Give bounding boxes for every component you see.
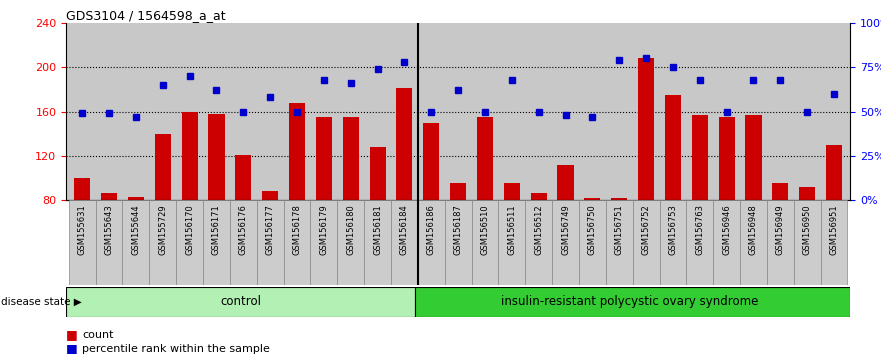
Bar [343, 117, 359, 200]
Bar [423, 122, 440, 200]
Bar [633, 200, 660, 285]
Text: GSM156170: GSM156170 [185, 204, 194, 255]
Text: GSM156177: GSM156177 [266, 204, 275, 255]
Bar [826, 145, 842, 200]
Bar [284, 200, 310, 285]
Bar [525, 200, 552, 285]
Text: GSM156171: GSM156171 [212, 204, 221, 255]
Bar [799, 187, 815, 200]
Text: GSM156753: GSM156753 [669, 204, 677, 255]
Bar [230, 200, 256, 285]
Text: control: control [220, 295, 261, 308]
Text: ■: ■ [66, 342, 78, 354]
Bar [176, 200, 203, 285]
Text: GSM155631: GSM155631 [78, 204, 86, 255]
Bar [660, 200, 686, 285]
Bar [391, 200, 418, 285]
Bar [445, 200, 471, 285]
Text: GSM156749: GSM156749 [561, 204, 570, 255]
Text: GSM156181: GSM156181 [373, 204, 382, 255]
Text: GSM156510: GSM156510 [480, 204, 490, 255]
Bar [96, 200, 122, 285]
Text: percentile rank within the sample: percentile rank within the sample [82, 344, 270, 354]
Text: GSM156186: GSM156186 [426, 204, 436, 255]
Text: GSM156178: GSM156178 [292, 204, 301, 255]
Text: GSM156751: GSM156751 [615, 204, 624, 255]
Text: GSM156950: GSM156950 [803, 204, 811, 255]
Bar [504, 183, 520, 200]
Text: GSM156946: GSM156946 [722, 204, 731, 255]
Bar [740, 200, 767, 285]
Bar [606, 200, 633, 285]
Bar [149, 200, 176, 285]
Bar [69, 200, 96, 285]
Text: GSM156951: GSM156951 [830, 204, 839, 255]
Bar [289, 103, 305, 200]
Text: GDS3104 / 1564598_a_at: GDS3104 / 1564598_a_at [66, 9, 226, 22]
Bar [209, 114, 225, 200]
Bar [337, 200, 364, 285]
Text: GSM155729: GSM155729 [159, 204, 167, 255]
Bar [203, 200, 230, 285]
Bar [418, 200, 445, 285]
Bar [558, 165, 574, 200]
Text: GSM155644: GSM155644 [131, 204, 140, 255]
Bar [692, 115, 707, 200]
Text: GSM156511: GSM156511 [507, 204, 516, 255]
Bar [767, 200, 794, 285]
Bar [499, 200, 525, 285]
Bar [128, 197, 144, 200]
Bar [364, 200, 391, 285]
Text: ■: ■ [66, 328, 78, 341]
Text: GSM156184: GSM156184 [400, 204, 409, 255]
Bar [74, 178, 90, 200]
Bar [315, 117, 332, 200]
Text: insulin-resistant polycystic ovary syndrome: insulin-resistant polycystic ovary syndr… [501, 295, 759, 308]
Bar [611, 198, 627, 200]
Bar [101, 193, 117, 200]
Bar [369, 147, 386, 200]
Bar [714, 200, 740, 285]
Text: GSM155643: GSM155643 [105, 204, 114, 255]
Bar [450, 183, 466, 200]
Bar [155, 133, 171, 200]
Bar [235, 155, 251, 200]
Bar [638, 58, 654, 200]
Text: GSM156752: GSM156752 [641, 204, 650, 255]
Text: GSM156949: GSM156949 [776, 204, 785, 255]
Bar [477, 117, 493, 200]
Bar [471, 200, 499, 285]
Text: GSM156763: GSM156763 [695, 204, 704, 255]
Text: GSM156179: GSM156179 [319, 204, 329, 255]
Bar [310, 200, 337, 285]
Bar [262, 191, 278, 200]
Bar [665, 95, 681, 200]
Bar [415, 287, 850, 317]
Text: GSM156176: GSM156176 [239, 204, 248, 255]
Bar [122, 200, 149, 285]
Bar [552, 200, 579, 285]
Bar [256, 200, 284, 285]
Bar [584, 198, 601, 200]
Text: count: count [82, 330, 114, 339]
Bar [396, 88, 412, 200]
Text: GSM156750: GSM156750 [588, 204, 597, 255]
Text: GSM156948: GSM156948 [749, 204, 758, 255]
Bar [794, 200, 820, 285]
Bar [530, 193, 547, 200]
Bar [686, 200, 714, 285]
Bar [773, 183, 788, 200]
Bar [719, 117, 735, 200]
Bar [820, 200, 848, 285]
Bar [66, 287, 415, 317]
Bar [745, 115, 761, 200]
Bar [579, 200, 606, 285]
Text: GSM156512: GSM156512 [534, 204, 544, 255]
Text: GSM156180: GSM156180 [346, 204, 355, 255]
Text: disease state ▶: disease state ▶ [1, 297, 82, 307]
Text: GSM156187: GSM156187 [454, 204, 463, 255]
Bar [181, 112, 197, 200]
